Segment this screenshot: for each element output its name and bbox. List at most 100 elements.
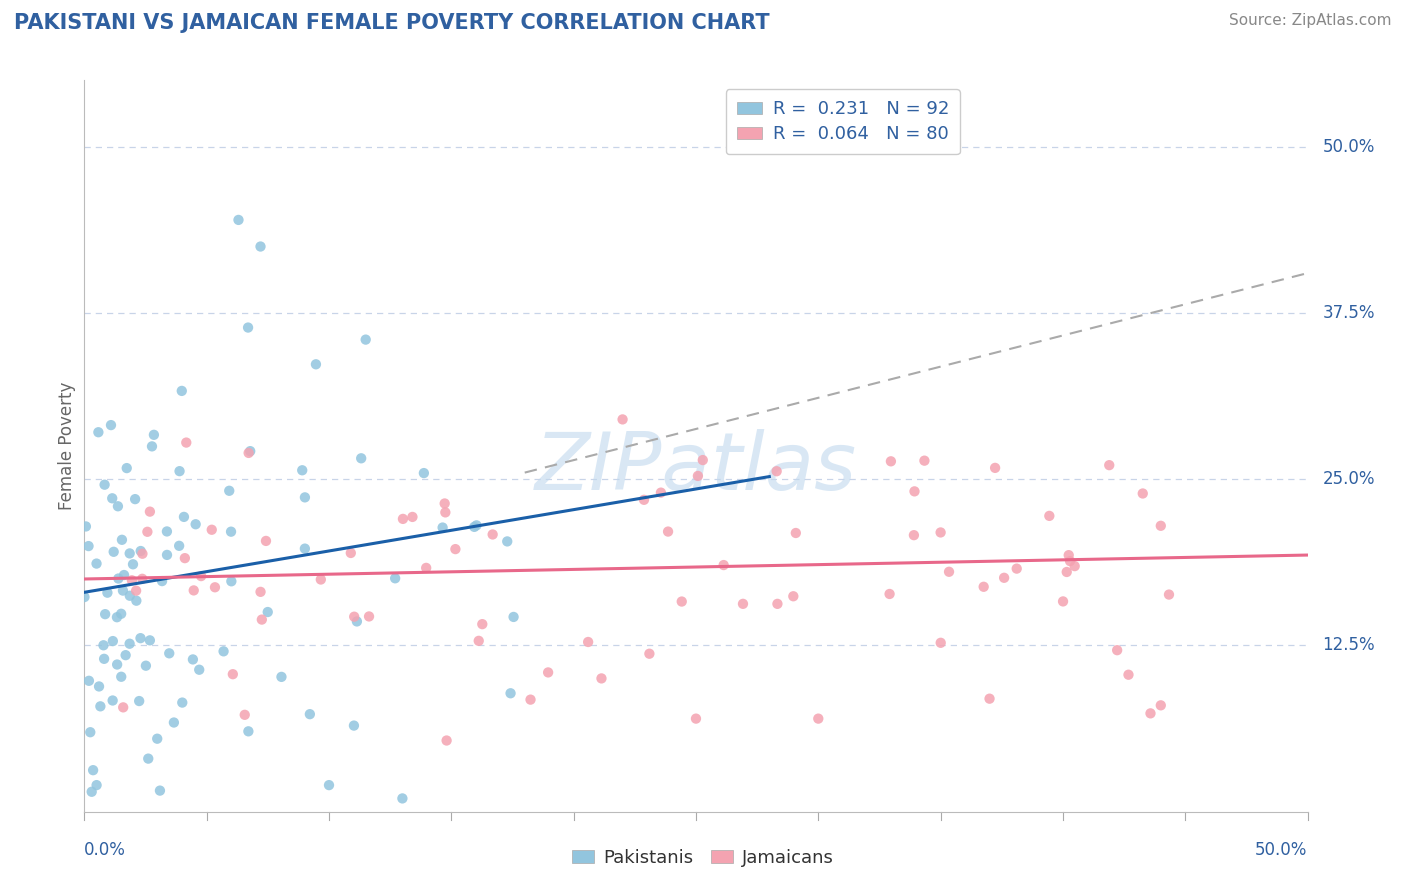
Point (1157, 588, 1180, 602)
Point (238, 724, 260, 739)
Point (1063, 559, 1085, 574)
Point (124, 492, 146, 507)
Point (256, 605, 278, 619)
Y-axis label: Female Poverty: Female Poverty (58, 382, 76, 510)
Point (984, 461, 1007, 475)
Point (432, 520, 454, 534)
Point (318, 778, 340, 792)
Point (118, 546, 141, 560)
Point (463, 520, 485, 534)
Point (294, 491, 316, 505)
Point (294, 541, 316, 556)
Point (190, 569, 212, 583)
Point (912, 453, 935, 467)
Point (692, 453, 714, 467)
Point (633, 492, 655, 507)
Point (183, 583, 205, 598)
Point (111, 533, 134, 547)
Point (77, 673, 100, 688)
Point (107, 500, 129, 514)
Point (93, 638, 115, 652)
Point (1132, 486, 1154, 500)
Point (346, 615, 368, 629)
Point (436, 733, 458, 747)
Point (782, 589, 804, 603)
Point (879, 587, 901, 601)
Point (204, 580, 226, 594)
Point (1052, 594, 1074, 608)
Point (118, 637, 141, 651)
Point (201, 523, 224, 537)
Point (766, 597, 789, 611)
Point (212, 644, 235, 658)
Point (685, 712, 707, 726)
Point (170, 384, 193, 398)
Text: 12.5%: 12.5% (1322, 637, 1375, 655)
Point (87, 425, 110, 440)
Point (125, 583, 148, 598)
Point (129, 544, 152, 558)
Point (149, 783, 172, 797)
Point (1107, 643, 1129, 657)
Point (94, 607, 117, 622)
Point (129, 631, 152, 645)
Point (233, 707, 256, 722)
Point (1005, 561, 1028, 575)
Point (254, 533, 277, 548)
Point (638, 647, 661, 661)
Point (82, 763, 104, 777)
Point (114, 648, 136, 662)
Point (142, 427, 165, 442)
Point (250, 613, 273, 627)
Point (136, 751, 159, 765)
Point (305, 357, 328, 371)
Point (433, 496, 456, 510)
Point (121, 574, 143, 588)
Point (96, 585, 118, 599)
Point (89, 699, 111, 714)
Point (173, 509, 195, 524)
Point (1118, 667, 1140, 681)
Point (731, 597, 754, 611)
Point (236, 320, 259, 334)
Point (357, 609, 380, 624)
Point (537, 665, 560, 680)
Point (125, 593, 148, 607)
Point (150, 574, 173, 588)
Point (444, 542, 467, 557)
Point (163, 715, 186, 730)
Point (576, 635, 599, 649)
Point (496, 534, 519, 549)
Point (1056, 565, 1078, 579)
Point (343, 609, 366, 624)
Point (139, 505, 162, 519)
Point (481, 527, 503, 541)
Point (93, 477, 115, 491)
Point (101, 491, 124, 506)
Point (929, 636, 952, 650)
Point (785, 526, 807, 541)
Point (979, 691, 1001, 706)
Point (1139, 706, 1161, 721)
Point (309, 573, 332, 587)
Point (131, 572, 153, 586)
Point (93, 652, 115, 666)
Point (401, 510, 423, 524)
Point (103, 545, 125, 559)
Point (519, 692, 541, 706)
Point (713, 558, 735, 572)
Point (384, 571, 406, 585)
Point (131, 547, 153, 561)
Point (465, 518, 488, 533)
Point (115, 461, 138, 475)
Point (222, 667, 245, 681)
Point (350, 451, 373, 466)
Point (221, 574, 243, 589)
Point (938, 565, 960, 579)
Text: 50.0%: 50.0% (1256, 841, 1308, 859)
Point (188, 663, 211, 677)
Point (929, 525, 952, 540)
Point (75, 519, 97, 533)
Text: PAKISTANI VS JAMAICAN FEMALE POVERTY CORRELATION CHART: PAKISTANI VS JAMAICAN FEMALE POVERTY COR… (14, 13, 769, 33)
Point (499, 686, 522, 700)
